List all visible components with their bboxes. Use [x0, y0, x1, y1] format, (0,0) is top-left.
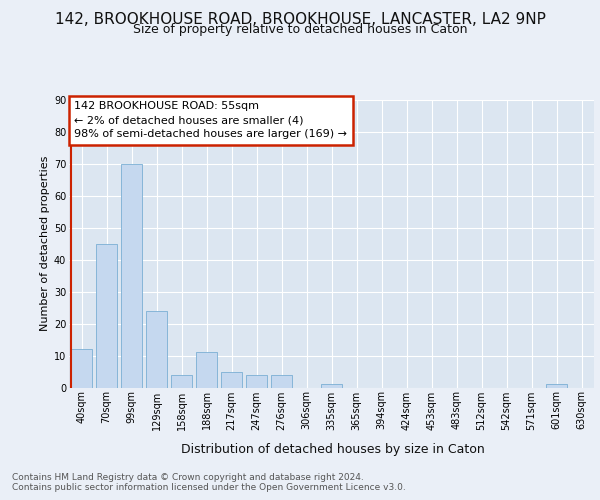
Bar [71, 349, 92, 388]
Bar [246, 374, 267, 388]
Bar [546, 384, 567, 388]
Text: Size of property relative to detached houses in Caton: Size of property relative to detached ho… [133, 24, 467, 36]
Bar [321, 384, 342, 388]
Bar [146, 311, 167, 388]
Bar [121, 164, 142, 388]
Text: 142, BROOKHOUSE ROAD, BROOKHOUSE, LANCASTER, LA2 9NP: 142, BROOKHOUSE ROAD, BROOKHOUSE, LANCAS… [55, 12, 545, 28]
Bar [171, 374, 192, 388]
Text: 142 BROOKHOUSE ROAD: 55sqm
← 2% of detached houses are smaller (4)
98% of semi-d: 142 BROOKHOUSE ROAD: 55sqm ← 2% of detac… [74, 102, 347, 140]
Bar [271, 374, 292, 388]
Bar [196, 352, 217, 388]
Bar [96, 244, 117, 388]
Y-axis label: Number of detached properties: Number of detached properties [40, 156, 50, 332]
Text: Contains HM Land Registry data © Crown copyright and database right 2024.
Contai: Contains HM Land Registry data © Crown c… [12, 472, 406, 492]
Bar [221, 372, 242, 388]
Text: Distribution of detached houses by size in Caton: Distribution of detached houses by size … [181, 442, 485, 456]
